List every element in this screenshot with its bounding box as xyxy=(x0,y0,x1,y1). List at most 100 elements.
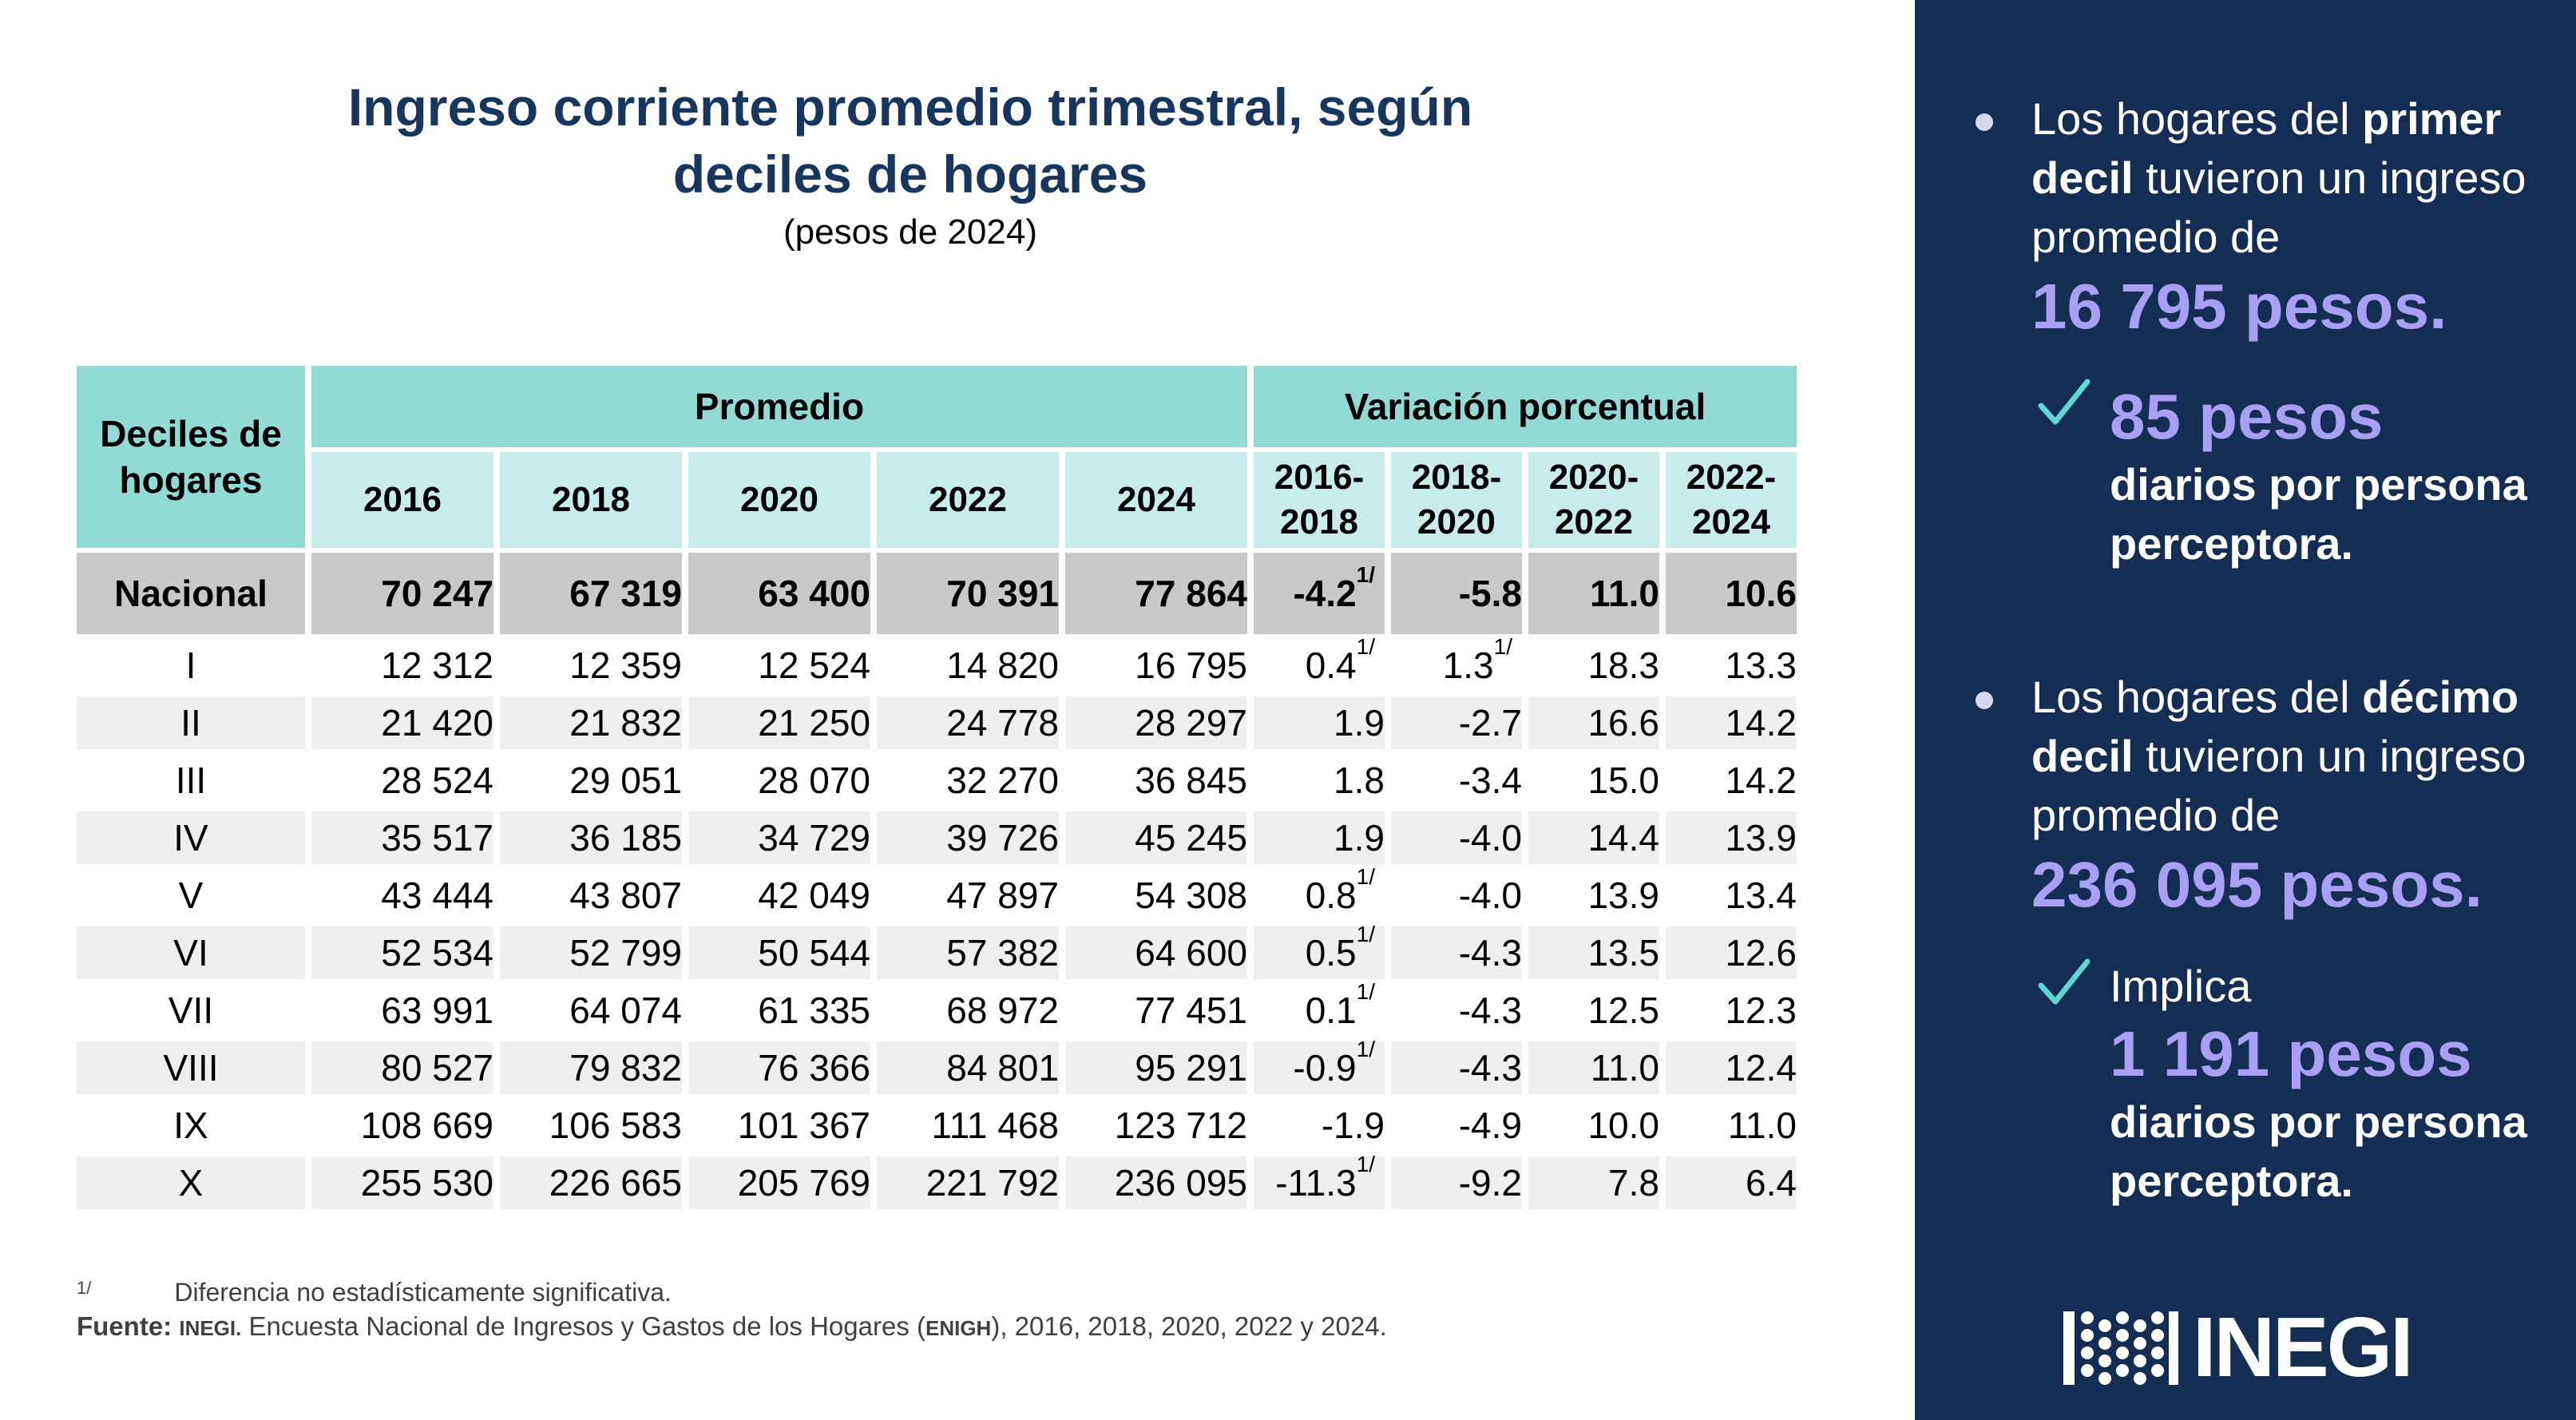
variation-cell: 0.81/ xyxy=(1254,866,1385,922)
variation-value: 13.9 xyxy=(1587,875,1659,916)
row-label: Nacional xyxy=(77,553,305,634)
footnote-ref: 1/ xyxy=(1356,634,1375,659)
variation-value: 1.9 xyxy=(1334,817,1385,859)
inegi-logo-text: INEGI xyxy=(2193,1300,2414,1394)
bullet-1-bold: primer decil xyxy=(2031,93,2502,203)
income-cell: 21 832 xyxy=(500,696,682,749)
variation-value: 1.3 xyxy=(1442,645,1494,686)
table-row: VII 63 991 64 074 61 335 68 972 77 451 0.11/-4… xyxy=(77,981,1797,1037)
income-cell: 21 420 xyxy=(311,696,493,749)
variation-value: 11.0 xyxy=(1590,573,1659,614)
variation-cell: 1.8 xyxy=(1254,754,1385,807)
variation-value: 12.3 xyxy=(1725,990,1797,1031)
variation-value: 10.0 xyxy=(1587,1105,1659,1146)
income-cell: 36 845 xyxy=(1135,760,1247,801)
income-cell: 39 726 xyxy=(877,811,1059,864)
table-row: IX 108 669 106 583 101 367 111 468 123 712 -1.… xyxy=(77,1099,1797,1152)
income-cell: 21 250 xyxy=(688,696,870,749)
row-label: V xyxy=(178,875,204,916)
income-cell: 111 468 xyxy=(931,1105,1059,1146)
income-cell: 64 600 xyxy=(1065,926,1247,979)
variation-value: -4.3 xyxy=(1458,990,1522,1031)
income-table: Deciles de hogares Promedio Variación po… xyxy=(70,361,1803,1214)
income-cell: 221 792 xyxy=(877,1156,1059,1209)
title-block: Ingreso corriente promedio trimestral, s… xyxy=(80,73,1741,252)
variation-cell: 14.2 xyxy=(1666,696,1797,749)
variation-cell: -4.0 xyxy=(1391,869,1522,922)
variation-value: 12.5 xyxy=(1587,990,1659,1031)
page-title-line-2: deciles de hogares xyxy=(672,145,1148,204)
variation-value: 0.4 xyxy=(1305,645,1357,686)
inegi-logo: INEGI xyxy=(2060,1303,2459,1391)
variation-value: 7.8 xyxy=(1608,1162,1659,1204)
variation-cell: 16.6 xyxy=(1528,696,1659,749)
variation-cell: -4.21/ xyxy=(1254,553,1385,634)
page-subtitle: (pesos de 2024) xyxy=(783,212,1037,252)
variation-cell: 13.4 xyxy=(1666,869,1797,922)
footnote-ref: 1/ xyxy=(1356,1037,1375,1061)
variation-value: -9.2 xyxy=(1458,1162,1522,1204)
row-label: II xyxy=(77,696,305,749)
variation-value: -1.9 xyxy=(1321,1105,1385,1146)
income-cell: 68 972 xyxy=(946,990,1059,1031)
source-text-b: ), 2016, 2018, 2020, 2022 y 2024. xyxy=(991,1311,1387,1341)
income-cell: 12 524 xyxy=(758,645,870,686)
variation-cell: 11.0 xyxy=(1528,553,1659,634)
income-cell: 43 444 xyxy=(381,875,493,916)
variation-value: 14.4 xyxy=(1587,817,1659,859)
income-cell: 63 400 xyxy=(688,553,870,634)
bullet-1-pre: Los hogares del xyxy=(2031,93,2363,144)
check-2-lead: 1 191 pesos xyxy=(2110,1018,2472,1089)
income-cell: 16 795 xyxy=(1135,645,1247,686)
bullet-dot-2 xyxy=(1976,692,1993,709)
income-cell: 95 291 xyxy=(1065,1041,1247,1094)
income-cell: 101 367 xyxy=(737,1105,870,1146)
table-row: III 28 524 29 051 28 070 32 270 36 845 1.8 -3.4… xyxy=(77,754,1797,807)
income-cell: 70 247 xyxy=(311,553,493,634)
variation-cell: -9.2 xyxy=(1391,1156,1522,1209)
variation-cell: 1.9 xyxy=(1254,811,1385,864)
income-cell: 47 897 xyxy=(946,875,1059,916)
variation-value: 6.4 xyxy=(1746,1162,1797,1204)
variation-value: 11.0 xyxy=(1727,1105,1797,1146)
variation-cell: -0.91/ xyxy=(1254,1038,1385,1094)
check-2-text: diarios por persona perceptora. xyxy=(2110,1097,2527,1206)
row-label: III xyxy=(175,760,207,801)
national-row: Nacional 70 247 67 319 63 400 70 391 77 864 -4… xyxy=(77,553,1797,634)
variation-cell: -4.3 xyxy=(1391,984,1522,1037)
bullet-1-highlight: 16 795 pesos. xyxy=(2031,271,2447,342)
stub-header: Deciles de hogares xyxy=(77,366,305,548)
variation-cell: -5.8 xyxy=(1391,553,1522,634)
variation-cell: 1.31/ xyxy=(1391,636,1522,692)
income-cell: 29 051 xyxy=(569,760,682,801)
income-cell: 28 524 xyxy=(381,760,493,801)
variation-cell: 0.11/ xyxy=(1254,981,1385,1037)
variation-value: -4.0 xyxy=(1458,875,1522,916)
check-2: Implica 1 191 pesos diarios por persona … xyxy=(2110,957,2541,1211)
variation-value: 0.8 xyxy=(1305,875,1357,916)
check-icon xyxy=(2038,958,2091,1005)
variation-value: 13.4 xyxy=(1725,875,1797,916)
variation-cell: 13.5 xyxy=(1528,926,1659,979)
row-label: I xyxy=(185,645,196,686)
bullet-1: Los hogares del primer decil tuvieron un… xyxy=(2031,89,2558,347)
table-row: I 12 312 12 359 12 524 14 820 16 795 0.41/1.31… xyxy=(77,636,1797,692)
variation-cell: 10.0 xyxy=(1528,1099,1659,1152)
variation-value: 14.2 xyxy=(1725,702,1797,744)
income-cell: 80 527 xyxy=(311,1041,493,1094)
source-abbr: ENIGH xyxy=(925,1316,992,1340)
period-header-3: 2022- 2024 xyxy=(1666,452,1797,548)
bullet-1-post: tuvieron un ingreso promedio de xyxy=(2031,153,2526,262)
income-cell: 123 712 xyxy=(1114,1105,1247,1146)
check-1: 85 pesos diarios por persona perceptora. xyxy=(2110,379,2541,573)
bullet-dot-1 xyxy=(1976,113,1993,131)
variation-cell: 6.4 xyxy=(1666,1156,1797,1209)
variation-value: 1.8 xyxy=(1334,760,1385,801)
variation-cell: 11.0 xyxy=(1528,1041,1659,1094)
bullet-2-pre: Los hogares del xyxy=(2031,672,2363,722)
variation-cell: -3.4 xyxy=(1391,754,1522,807)
variation-value: 16.6 xyxy=(1587,702,1659,744)
bullet-2-bold: décimo decil xyxy=(2031,672,2519,781)
variation-value: 11.0 xyxy=(1590,1047,1659,1089)
variation-cell: -4.3 xyxy=(1391,926,1522,979)
